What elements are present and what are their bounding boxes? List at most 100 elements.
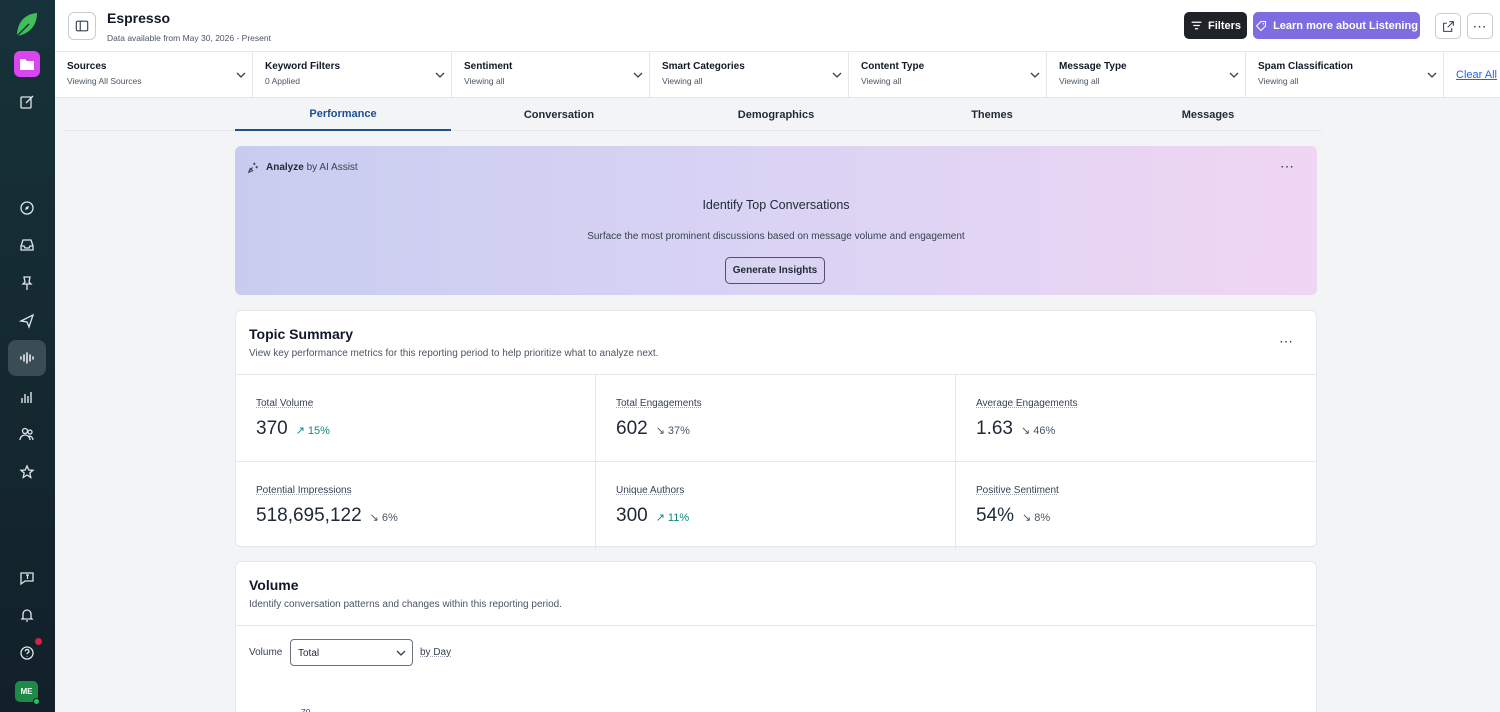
filter-spam-classification[interactable]: Spam Classification Viewing all (1246, 52, 1444, 97)
chevron-down-icon (1427, 72, 1437, 78)
compose-icon[interactable] (8, 84, 46, 120)
volume-title: Volume (249, 577, 299, 593)
filter-sources[interactable]: Sources Viewing All Sources (55, 52, 253, 97)
tab-performance[interactable]: Performance (235, 98, 451, 131)
ai-assist-label: Analyze by AI Assist (247, 161, 358, 174)
filter-value: Viewing all (1059, 76, 1100, 86)
topic-summary-title: Topic Summary (249, 326, 353, 342)
inbox-icon[interactable] (8, 227, 46, 263)
ai-assist-icon (247, 162, 258, 174)
filter-label: Sentiment (464, 61, 513, 72)
volume-metric-select[interactable]: Total (290, 639, 413, 666)
chevron-down-icon (1229, 72, 1239, 78)
app-logo-icon[interactable] (15, 12, 39, 38)
chevron-down-icon (832, 72, 842, 78)
page-title: Espresso (107, 10, 171, 26)
volume-select-label: Volume (249, 647, 283, 658)
star-review-icon[interactable] (8, 454, 46, 490)
filter-icon (1191, 21, 1202, 30)
by-day-toggle[interactable]: by Day (420, 647, 452, 658)
metric-change: ↘ 37% (656, 424, 690, 438)
reports-icon[interactable] (8, 379, 46, 415)
tag-icon (1255, 20, 1267, 31)
metric-change-value: 15% (307, 424, 330, 437)
metric-total-volume: Total Volume 370 ↗ 15% (236, 375, 596, 462)
filter-sentiment[interactable]: Sentiment Viewing all (452, 52, 650, 97)
chevron-down-icon (396, 650, 406, 656)
metric-change-value: 37% (667, 424, 690, 437)
metric-value: 518,695,122 (256, 505, 362, 526)
sidebar-toggle-button[interactable] (68, 12, 96, 40)
pin-icon[interactable] (8, 265, 46, 301)
metric-value: 370 (256, 418, 288, 439)
topic-summary-description: View key performance metrics for this re… (249, 348, 659, 359)
metric-change-value: 8% (1034, 511, 1051, 524)
tab-demographics[interactable]: Demographics (737, 108, 815, 121)
filter-label: Content Type (861, 61, 925, 72)
metric-label[interactable]: Total Engagements (616, 398, 702, 409)
feedback-icon[interactable] (8, 560, 46, 596)
metric-label[interactable]: Average Engagements (976, 398, 1078, 409)
filter-value: Viewing all (1258, 76, 1299, 86)
filter-label: Smart Categories (662, 61, 745, 72)
metric-change: ↘ 6% (369, 511, 398, 525)
online-status-dot (33, 698, 40, 705)
filter-bar: Sources Viewing All Sources Keyword Filt… (55, 52, 1500, 98)
generate-insights-button[interactable]: Generate Insights (725, 257, 825, 284)
metrics-grid: Total Volume 370 ↗ 15% Total Engagements … (236, 374, 1317, 549)
tab-messages[interactable]: Messages (1181, 108, 1235, 121)
arrow-up-right-icon: ↗ (655, 512, 665, 524)
tab-bar: Performance Conversation Demographics Th… (64, 98, 1322, 131)
metric-label[interactable]: Potential Impressions (256, 485, 352, 496)
metric-label[interactable]: Positive Sentiment (976, 485, 1059, 496)
learn-more-button[interactable]: Learn more about Listening (1253, 12, 1420, 39)
folder-icon[interactable] (8, 46, 46, 82)
ai-more-options-icon[interactable]: ⋯ (1280, 158, 1295, 174)
filter-label: Message Type (1059, 61, 1127, 72)
volume-card: Volume Identify conversation patterns an… (235, 561, 1317, 712)
people-icon[interactable] (8, 416, 46, 452)
tab-conversation[interactable]: Conversation (523, 108, 595, 121)
metric-change-value: 46% (1033, 424, 1056, 437)
ai-card-description: Surface the most prominent discussions b… (587, 231, 965, 242)
arrow-down-right-icon: ↘ (369, 512, 379, 524)
metric-label[interactable]: Unique Authors (616, 485, 685, 496)
compass-icon[interactable] (8, 190, 46, 226)
filter-label: Sources (67, 61, 107, 72)
metric-value: 300 (616, 505, 648, 526)
metric-positive-sentiment: Positive Sentiment 54% ↘ 8% (956, 462, 1317, 549)
filters-button[interactable]: Filters (1184, 12, 1247, 39)
ai-card-title: Identify Top Conversations (702, 198, 850, 212)
y-axis-tick: 70 (301, 707, 311, 712)
volume-select-value: Total (298, 648, 320, 659)
open-external-button[interactable] (1435, 13, 1461, 39)
filter-smart-categories[interactable]: Smart Categories Viewing all (650, 52, 849, 97)
filter-keyword[interactable]: Keyword Filters 0 Applied (253, 52, 452, 97)
filter-value: Viewing all (464, 76, 505, 86)
listening-icon[interactable] (8, 340, 46, 376)
metric-change-value: 11% (667, 511, 690, 524)
topic-more-options-icon[interactable]: ⋯ (1279, 333, 1294, 349)
metric-change: ↘ 46% (1021, 424, 1056, 438)
chevron-down-icon (1030, 72, 1040, 78)
filter-content-type[interactable]: Content Type Viewing all (849, 52, 1047, 97)
filter-message-type[interactable]: Message Type Viewing all (1047, 52, 1246, 97)
arrow-up-right-icon: ↗ (295, 425, 305, 437)
chevron-down-icon (236, 72, 246, 78)
avatar[interactable]: ME (15, 681, 38, 702)
bell-icon[interactable] (8, 597, 46, 633)
filter-value: 0 Applied (265, 76, 300, 86)
help-icon[interactable] (8, 635, 46, 671)
tab-themes[interactable]: Themes (971, 108, 1013, 121)
chevron-down-icon (435, 72, 445, 78)
metric-potential-impressions: Potential Impressions 518,695,122 ↘ 6% (236, 462, 596, 549)
filter-value: Viewing all (662, 76, 703, 86)
metric-value: 54% (976, 505, 1015, 526)
clear-all-link[interactable]: Clear All (1456, 69, 1497, 81)
metric-change: ↘ 8% (1022, 511, 1051, 525)
metric-value: 1.63 (976, 418, 1013, 439)
metric-total-engagements: Total Engagements 602 ↘ 37% (596, 375, 956, 462)
send-icon[interactable] (8, 303, 46, 339)
metric-label[interactable]: Total Volume (256, 398, 314, 409)
more-options-button[interactable]: ⋯ (1467, 13, 1493, 39)
